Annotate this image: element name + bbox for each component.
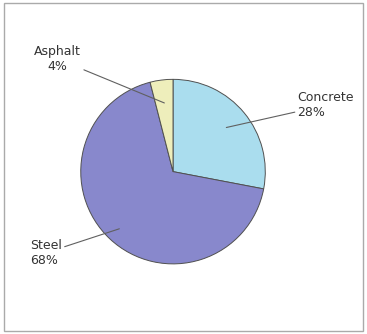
Wedge shape: [81, 82, 264, 264]
Text: Steel
68%: Steel 68%: [30, 229, 119, 267]
Wedge shape: [150, 79, 173, 172]
Wedge shape: [173, 79, 265, 189]
Text: Concrete
28%: Concrete 28%: [226, 91, 354, 128]
Text: Asphalt
4%: Asphalt 4%: [34, 45, 164, 103]
